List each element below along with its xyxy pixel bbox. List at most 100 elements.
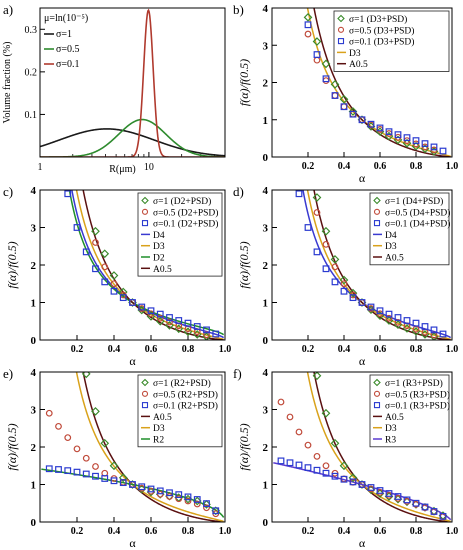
- y-tick-label: 1: [263, 480, 269, 492]
- legend-entry: σ=0.5 (R2+PSD): [153, 389, 218, 400]
- legend-entry: A0.5: [349, 60, 368, 70]
- legend-swatch-square: [141, 220, 149, 227]
- data-point-square: [340, 475, 348, 483]
- model-line-R3: [273, 462, 452, 521]
- legend-entry: R2: [153, 436, 164, 446]
- data-point-square: [412, 319, 420, 327]
- data-point-square: [313, 248, 321, 256]
- data-point-diamond: [312, 372, 322, 381]
- data-point-square: [110, 287, 118, 295]
- legend-entry: σ=0.1 (D3+PSD): [349, 37, 414, 48]
- panel-label-d: d): [233, 184, 244, 199]
- data-point-diamond: [339, 94, 349, 104]
- data-point-circle: [340, 103, 348, 111]
- x-tick-label: 0.6: [145, 526, 158, 537]
- data-point-diamond: [330, 438, 340, 448]
- data-point-square: [439, 512, 447, 520]
- data-point-square: [101, 475, 109, 482]
- panel-e: e) 0.2 0.4 0.6 0.8 1.0 0 1 2 3 4 σ=1 (R2+PSD)σ=0.5 …: [3, 366, 231, 550]
- x-tick-label: 0.4: [338, 344, 351, 355]
- data-point-square: [101, 278, 109, 286]
- data-point-diamond: [81, 372, 91, 379]
- data-point-circle: [322, 240, 330, 248]
- data-point-square: [45, 465, 53, 473]
- data-point-square: [110, 477, 118, 485]
- legend-swatch-circle: [373, 208, 381, 215]
- legend-entry: σ=0.1 (D2+PSD): [153, 219, 218, 230]
- panel-b: b) 0.2 0.4 0.6 0.8 1.0 0 1 2 3 4 σ=1 (D3+PSD)σ=0.5 …: [233, 2, 459, 185]
- x-tick-label: 1.0: [446, 161, 459, 172]
- legend-swatch-circle: [373, 390, 381, 397]
- legend-entry: A0.5: [385, 413, 404, 423]
- legend-swatch-square: [373, 220, 381, 227]
- x-tick-label: 0.4: [338, 526, 351, 537]
- data-point-square: [64, 467, 72, 475]
- legend-box: [137, 192, 223, 277]
- x-tick-label: 0.6: [374, 344, 387, 355]
- data-point-square: [403, 134, 411, 142]
- legend-entry: σ=0.1 (R3+PSD): [385, 401, 450, 412]
- legend-entry: D3: [385, 424, 397, 434]
- model-line-A0.5: [313, 8, 451, 157]
- y-tick-label: 1: [263, 115, 269, 127]
- data-point-square: [286, 459, 294, 467]
- data-point-circle: [304, 30, 312, 38]
- x-tick-label: 0.2: [302, 344, 315, 355]
- x-axis-label: R(μm): [109, 164, 135, 175]
- data-point-square: [358, 299, 366, 306]
- panel-a: a) 1 10 0.1 0.2 0.3 μ=ln(10⁻⁵) σ=1 σ=0.5 σ=0.1 R(μ…: [2, 2, 226, 175]
- data-point-square: [331, 278, 339, 286]
- data-point-circle: [175, 495, 183, 503]
- legend-box: [333, 10, 450, 72]
- y-tick-label: 0: [31, 335, 37, 347]
- data-point-square: [349, 294, 357, 302]
- data-point-square: [82, 470, 90, 478]
- x-tick-label: 0.8: [410, 161, 423, 172]
- series-line-0: [40, 128, 225, 157]
- y-tick-label: 4: [31, 367, 37, 379]
- x-tick-label: 0.2: [302, 526, 315, 537]
- data-point-circle: [331, 92, 339, 99]
- data-point-square: [203, 500, 210, 508]
- legend-entry: D4: [153, 231, 165, 241]
- data-point-square: [92, 265, 99, 273]
- data-point-square: [367, 120, 375, 128]
- data-point-square: [439, 147, 447, 155]
- x-tick-label: 0.6: [374, 161, 387, 172]
- data-point-circle: [331, 263, 339, 271]
- data-point-diamond: [100, 249, 110, 259]
- data-point-square: [394, 131, 402, 139]
- data-point-circle: [193, 500, 201, 508]
- data-point-diamond: [91, 226, 100, 236]
- data-point-circle: [92, 463, 99, 470]
- data-point-square: [203, 326, 210, 334]
- data-point-square: [313, 51, 321, 58]
- x-tick-label: 0.6: [145, 344, 158, 355]
- data-point-square: [147, 485, 155, 493]
- legend-entry: D2: [153, 254, 165, 264]
- x-tick-label: 1.0: [219, 344, 232, 355]
- data-point-square: [367, 303, 375, 311]
- data-point-diamond: [348, 473, 358, 483]
- x-axis-label: α: [129, 536, 136, 550]
- data-point-square: [92, 472, 99, 480]
- data-point-diamond: [348, 288, 358, 298]
- data-point-circle: [184, 497, 192, 505]
- data-point-circle: [73, 445, 81, 453]
- data-point-square: [331, 92, 339, 99]
- y-tick-label: 2: [31, 260, 37, 272]
- legend-box: [369, 192, 450, 266]
- data-point-square: [147, 307, 155, 315]
- data-point-circle: [203, 504, 210, 512]
- data-point-diamond: [348, 107, 358, 116]
- y-tick-label: 3: [263, 40, 269, 52]
- data-point-square: [313, 466, 321, 474]
- x-tick-label: 0.6: [374, 526, 387, 537]
- data-point-square: [304, 21, 312, 29]
- data-point-diamond: [321, 226, 331, 236]
- data-point-square: [212, 507, 220, 515]
- data-point-square: [184, 319, 192, 327]
- data-point-square: [376, 487, 384, 494]
- data-point-square: [212, 330, 220, 338]
